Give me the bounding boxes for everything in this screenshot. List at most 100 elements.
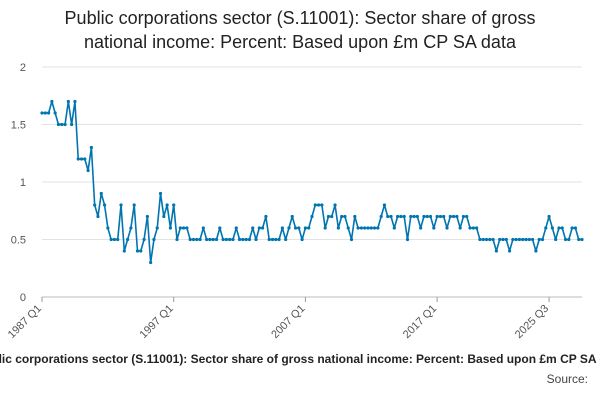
data-point[interactable] [511, 237, 515, 242]
data-point[interactable] [188, 237, 192, 242]
data-point[interactable] [560, 226, 564, 230]
data-point[interactable] [300, 237, 304, 242]
data-point[interactable] [201, 226, 205, 230]
data-point[interactable] [402, 214, 406, 219]
data-point[interactable] [392, 226, 396, 230]
data-point[interactable] [96, 214, 100, 219]
data-point[interactable] [214, 237, 219, 242]
data-point[interactable] [132, 203, 136, 207]
data-point[interactable] [353, 214, 357, 219]
data-point[interactable] [257, 226, 261, 230]
plot-area[interactable] [40, 99, 584, 265]
data-point[interactable] [330, 214, 334, 219]
data-point[interactable] [168, 226, 173, 230]
data-point[interactable] [267, 237, 271, 242]
data-point[interactable] [389, 214, 393, 219]
data-point[interactable] [218, 226, 222, 230]
data-point[interactable] [455, 214, 459, 219]
data-point[interactable] [122, 249, 126, 253]
data-point[interactable] [231, 237, 235, 242]
data-point[interactable] [40, 111, 44, 115]
data-point[interactable] [326, 214, 331, 219]
data-point[interactable] [359, 226, 363, 230]
data-point[interactable] [320, 203, 324, 207]
data-point[interactable] [261, 226, 265, 230]
data-point[interactable] [208, 237, 212, 242]
data-point[interactable] [112, 237, 117, 242]
data-point[interactable] [372, 226, 377, 230]
data-point[interactable] [343, 214, 347, 219]
data-point[interactable] [517, 237, 522, 242]
data-point[interactable] [99, 191, 103, 196]
data-point[interactable] [126, 237, 130, 242]
data-point[interactable] [465, 214, 469, 219]
data-point[interactable] [481, 237, 485, 242]
data-point[interactable] [521, 237, 525, 242]
data-point[interactable] [60, 122, 64, 127]
data-point[interactable] [93, 203, 97, 207]
data-point[interactable] [53, 111, 57, 115]
data-point[interactable] [573, 226, 578, 230]
data-point[interactable] [475, 226, 479, 230]
data-point[interactable] [284, 237, 288, 242]
data-point[interactable] [178, 226, 182, 230]
data-point[interactable] [349, 237, 354, 242]
data-point[interactable] [448, 214, 452, 219]
data-point[interactable] [534, 249, 538, 253]
data-point[interactable] [451, 214, 456, 219]
data-point[interactable] [527, 237, 531, 242]
data-point[interactable] [264, 214, 268, 219]
data-point[interactable] [514, 237, 518, 242]
data-point[interactable] [270, 237, 275, 242]
data-point[interactable] [129, 226, 133, 230]
data-point[interactable] [563, 237, 568, 242]
data-point[interactable] [66, 99, 70, 104]
data-point[interactable] [498, 237, 502, 242]
data-point[interactable] [185, 226, 189, 230]
data-point[interactable] [102, 203, 107, 207]
data-point[interactable] [297, 226, 301, 230]
data-point[interactable] [79, 157, 84, 161]
data-point[interactable] [379, 214, 383, 219]
data-point[interactable] [254, 237, 258, 242]
data-point[interactable] [175, 237, 179, 242]
data-point[interactable] [181, 226, 186, 230]
data-point[interactable] [50, 99, 54, 104]
data-point[interactable] [287, 226, 291, 230]
data-point[interactable] [307, 226, 311, 230]
data-point[interactable] [580, 237, 584, 242]
data-point[interactable] [458, 226, 462, 230]
data-point[interactable] [445, 226, 449, 230]
data-point[interactable] [491, 237, 495, 242]
data-point[interactable] [303, 226, 308, 230]
data-point[interactable] [274, 237, 278, 242]
data-point[interactable] [211, 237, 215, 242]
data-point[interactable] [191, 237, 196, 242]
data-point[interactable] [501, 237, 505, 242]
data-point[interactable] [109, 237, 113, 242]
data-point[interactable] [468, 226, 472, 230]
data-point[interactable] [83, 157, 87, 161]
data-point[interactable] [507, 249, 512, 253]
data-point[interactable] [46, 111, 51, 115]
data-point[interactable] [56, 122, 61, 127]
data-point[interactable] [70, 122, 74, 127]
data-point[interactable] [277, 237, 281, 242]
data-point[interactable] [488, 237, 492, 242]
data-point[interactable] [333, 203, 337, 207]
data-point[interactable] [376, 226, 380, 230]
data-point[interactable] [537, 237, 541, 242]
data-point[interactable] [224, 237, 228, 242]
data-point[interactable] [366, 226, 370, 230]
data-point[interactable] [540, 237, 545, 242]
data-point[interactable] [116, 237, 120, 242]
data-point[interactable] [241, 237, 245, 242]
data-point[interactable] [386, 214, 390, 219]
data-point[interactable] [363, 226, 367, 230]
data-point[interactable] [428, 214, 433, 219]
data-point[interactable] [86, 168, 90, 173]
data-point[interactable] [251, 226, 255, 230]
data-point[interactable] [396, 214, 400, 219]
data-point[interactable] [405, 237, 410, 242]
data-point[interactable] [234, 226, 238, 230]
